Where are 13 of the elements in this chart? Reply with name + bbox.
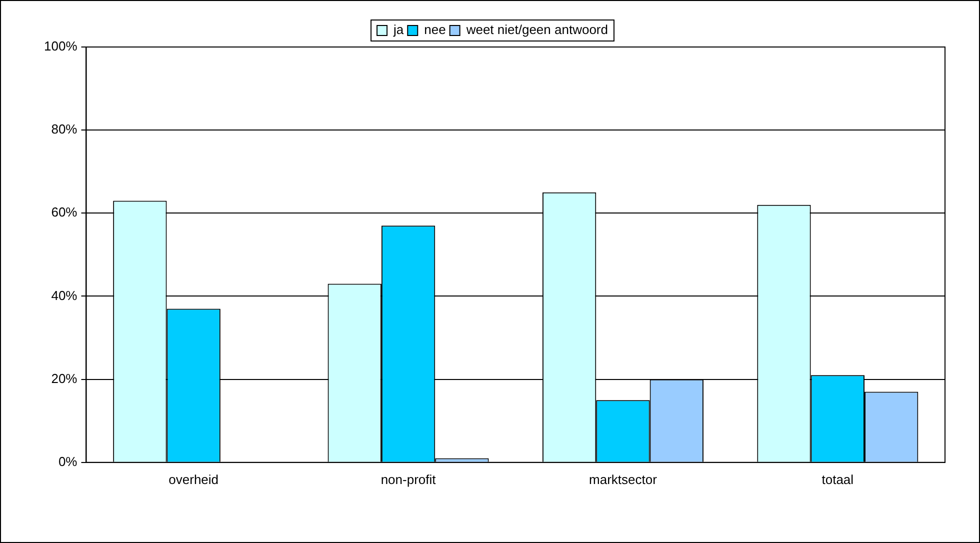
y-tick-label: 80%: [51, 122, 78, 137]
y-tick-label: 100%: [44, 38, 78, 54]
y-tick-label: 20%: [51, 370, 78, 386]
y-tick-label: 40%: [51, 288, 78, 303]
legend-label: ja: [392, 22, 404, 38]
x-tick-label: marktsector: [589, 472, 658, 487]
x-tick-label: totaal: [822, 472, 854, 487]
legend-label: weet niet/geen antwoord: [465, 22, 608, 38]
y-tick-label: 0%: [58, 454, 78, 469]
x-tick-label: non-profit: [380, 472, 436, 487]
legend-label: nee: [424, 22, 446, 38]
y-tick-label: 60%: [51, 204, 78, 220]
x-tick-label: overheid: [168, 472, 219, 487]
